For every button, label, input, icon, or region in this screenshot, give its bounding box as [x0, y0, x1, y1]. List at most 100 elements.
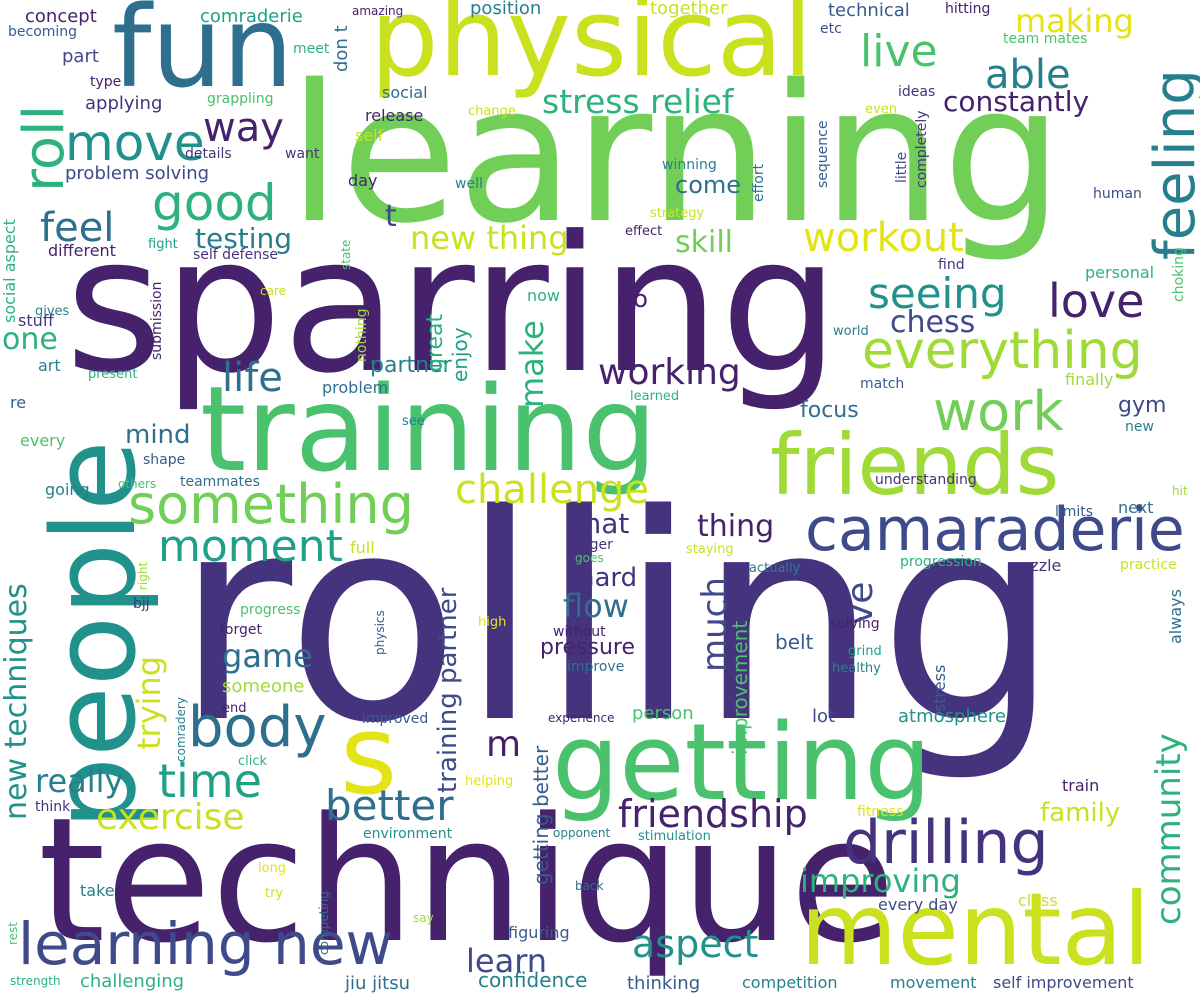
word: end	[222, 701, 247, 716]
word: click	[238, 754, 268, 769]
word: rest	[6, 921, 20, 945]
word: make	[513, 320, 551, 408]
word: challenging	[80, 971, 185, 992]
word: part	[62, 46, 99, 67]
word: social aspect	[0, 219, 19, 323]
word: sparring	[65, 196, 840, 415]
word: completely	[914, 110, 930, 188]
word: body	[188, 695, 327, 760]
word: self defense	[193, 247, 278, 263]
word: right	[136, 561, 150, 590]
word: moment	[158, 521, 343, 572]
word: stimulation	[638, 829, 711, 844]
word: trying	[130, 655, 168, 750]
word: movement	[890, 973, 977, 992]
word: well	[455, 176, 483, 192]
word: take	[80, 881, 115, 900]
word: forget	[220, 622, 262, 638]
word: train	[1062, 776, 1100, 795]
word: feeling	[1143, 69, 1200, 260]
word: new techniques	[0, 583, 34, 820]
word: opponent	[553, 826, 611, 840]
word: mental	[800, 871, 1151, 988]
word: without	[553, 624, 606, 640]
word: team mates	[1003, 31, 1088, 47]
word: concept	[25, 6, 97, 27]
word: live	[860, 26, 938, 77]
word: mind	[125, 420, 191, 450]
word: release	[365, 106, 424, 125]
word: constantly	[943, 85, 1090, 118]
word: workout	[803, 215, 964, 261]
word: physical	[370, 0, 813, 101]
word: life	[222, 355, 283, 401]
word: improved	[362, 711, 429, 727]
word: ideas	[898, 84, 936, 100]
word: art	[38, 356, 61, 375]
word: thinking	[627, 973, 701, 994]
word: great	[423, 313, 448, 372]
word: love	[1048, 274, 1145, 328]
word: effort	[751, 163, 767, 202]
word: solving	[830, 616, 880, 632]
word: self improvement	[993, 973, 1134, 992]
word: try	[265, 886, 284, 901]
word: becoming	[8, 24, 78, 40]
word: one	[2, 322, 58, 357]
word: world	[833, 324, 869, 339]
word: move	[65, 114, 205, 172]
word: enjoy	[448, 327, 472, 382]
word: hitting	[945, 1, 991, 17]
word: human	[1093, 186, 1142, 202]
word: getting	[552, 701, 932, 824]
word: able	[985, 52, 1071, 98]
word: sequence	[815, 120, 831, 188]
word: challenge	[455, 467, 650, 513]
word: change	[468, 104, 516, 119]
word: better	[325, 781, 454, 830]
word: t	[385, 199, 397, 234]
word: jiu jitsu	[345, 973, 410, 994]
word: aspect	[632, 922, 759, 966]
word: stuff	[18, 311, 54, 330]
word: match	[860, 376, 905, 392]
word: competing	[317, 891, 331, 955]
word: winning	[662, 157, 717, 173]
word: learned	[630, 389, 680, 404]
word: different	[48, 241, 116, 260]
word: technical	[828, 0, 910, 21]
word: progression	[900, 554, 982, 570]
word: getting better	[529, 745, 553, 885]
word: improving	[800, 862, 961, 900]
word: even	[865, 102, 897, 117]
word: come	[675, 171, 742, 199]
word: details	[185, 146, 232, 162]
word: puzzle	[1010, 556, 1062, 575]
word: someone	[222, 676, 305, 697]
word: day	[348, 171, 378, 190]
word: say	[413, 911, 434, 925]
word: community	[1149, 733, 1189, 925]
word: exercise	[96, 797, 245, 838]
word: always	[1166, 589, 1185, 644]
word: finally	[1065, 370, 1114, 389]
word: grind	[848, 644, 882, 659]
word: mat	[574, 507, 630, 540]
word: chess	[890, 305, 976, 340]
word: fun	[112, 0, 294, 113]
word: drilling	[843, 808, 1049, 878]
word: s	[340, 691, 398, 819]
word: personal	[1085, 263, 1155, 282]
word: others	[118, 477, 157, 491]
word: re	[10, 393, 27, 412]
word: comraderie	[200, 6, 303, 27]
word: choking	[1171, 247, 1187, 302]
word: gym	[1118, 393, 1167, 418]
word: gives	[35, 304, 70, 319]
word: camaraderie	[805, 495, 1185, 565]
word: healthy	[832, 661, 881, 676]
word: little	[894, 151, 910, 183]
word: type	[90, 74, 122, 90]
word: think	[35, 799, 71, 815]
word: high	[478, 615, 507, 630]
